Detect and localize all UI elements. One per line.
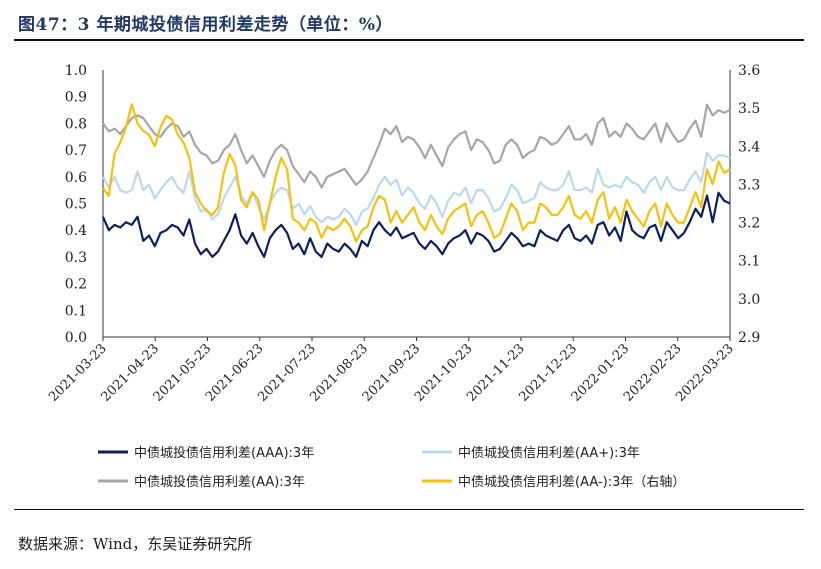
- axes: 0.0 0.1 0.2 0.3 0.4 0.5 0.6 0.7 0.8 0.9 1.0 2.9 3.0 3…: [46, 63, 760, 405]
- chart-svg: 0.0 0.1 0.2 0.3 0.4 0.5 0.6 0.7 0.8 0.9 1.0 2.9 3.0 3…: [46, 63, 760, 490]
- series-line-2: [102, 103, 731, 189]
- left-tick-label: 1.0: [65, 63, 87, 79]
- right-tick-label: 2.9: [738, 330, 760, 346]
- right-tick-label: 3.3: [738, 177, 760, 193]
- chart-title: 图47：3 年期城投债信用利差走势（单位：%）: [18, 15, 394, 35]
- top-rule: [14, 39, 804, 41]
- series-line-3: [102, 103, 731, 243]
- legend-label: 中债城投债信用利差(AA-):3年（右轴）: [458, 474, 685, 490]
- legend: 中债城投债信用利差(AAA):3年 中债城投债信用利差(AA+):3年中债城投债信…: [98, 445, 685, 490]
- right-tick-label: 3.4: [738, 139, 760, 155]
- bottom-rule: [14, 509, 804, 510]
- left-tick-label: 0.7: [65, 143, 87, 159]
- series-line-0: [101, 191, 731, 258]
- legend-label: 中债城投债信用利差(AA):3年: [134, 474, 305, 490]
- legend-label: 中债城投债信用利差(AAA):3年: [134, 445, 314, 461]
- left-tick-label: 0.0: [65, 330, 87, 346]
- left-tick-label: 0.4: [65, 223, 87, 239]
- source-note: 数据来源：Wind，东吴证券研究所: [18, 535, 253, 553]
- right-tick-label: 3.2: [738, 216, 760, 232]
- left-tick-label: 0.6: [65, 170, 87, 186]
- right-tick-label: 3.0: [738, 292, 760, 308]
- left-tick-label: 0.5: [65, 197, 87, 213]
- legend-label: 中债城投债信用利差(AA+):3年: [458, 445, 640, 461]
- left-tick-label: 0.2: [65, 277, 87, 293]
- right-tick-label: 3.1: [738, 254, 760, 270]
- right-tick-label: 3.6: [738, 63, 760, 79]
- left-tick-label: 0.9: [65, 90, 87, 106]
- left-tick-label: 0.3: [65, 250, 87, 266]
- series-layer: [101, 103, 731, 258]
- left-tick-label: 0.1: [65, 303, 87, 319]
- left-tick-label: 0.8: [65, 116, 87, 132]
- right-tick-label: 3.5: [738, 101, 760, 117]
